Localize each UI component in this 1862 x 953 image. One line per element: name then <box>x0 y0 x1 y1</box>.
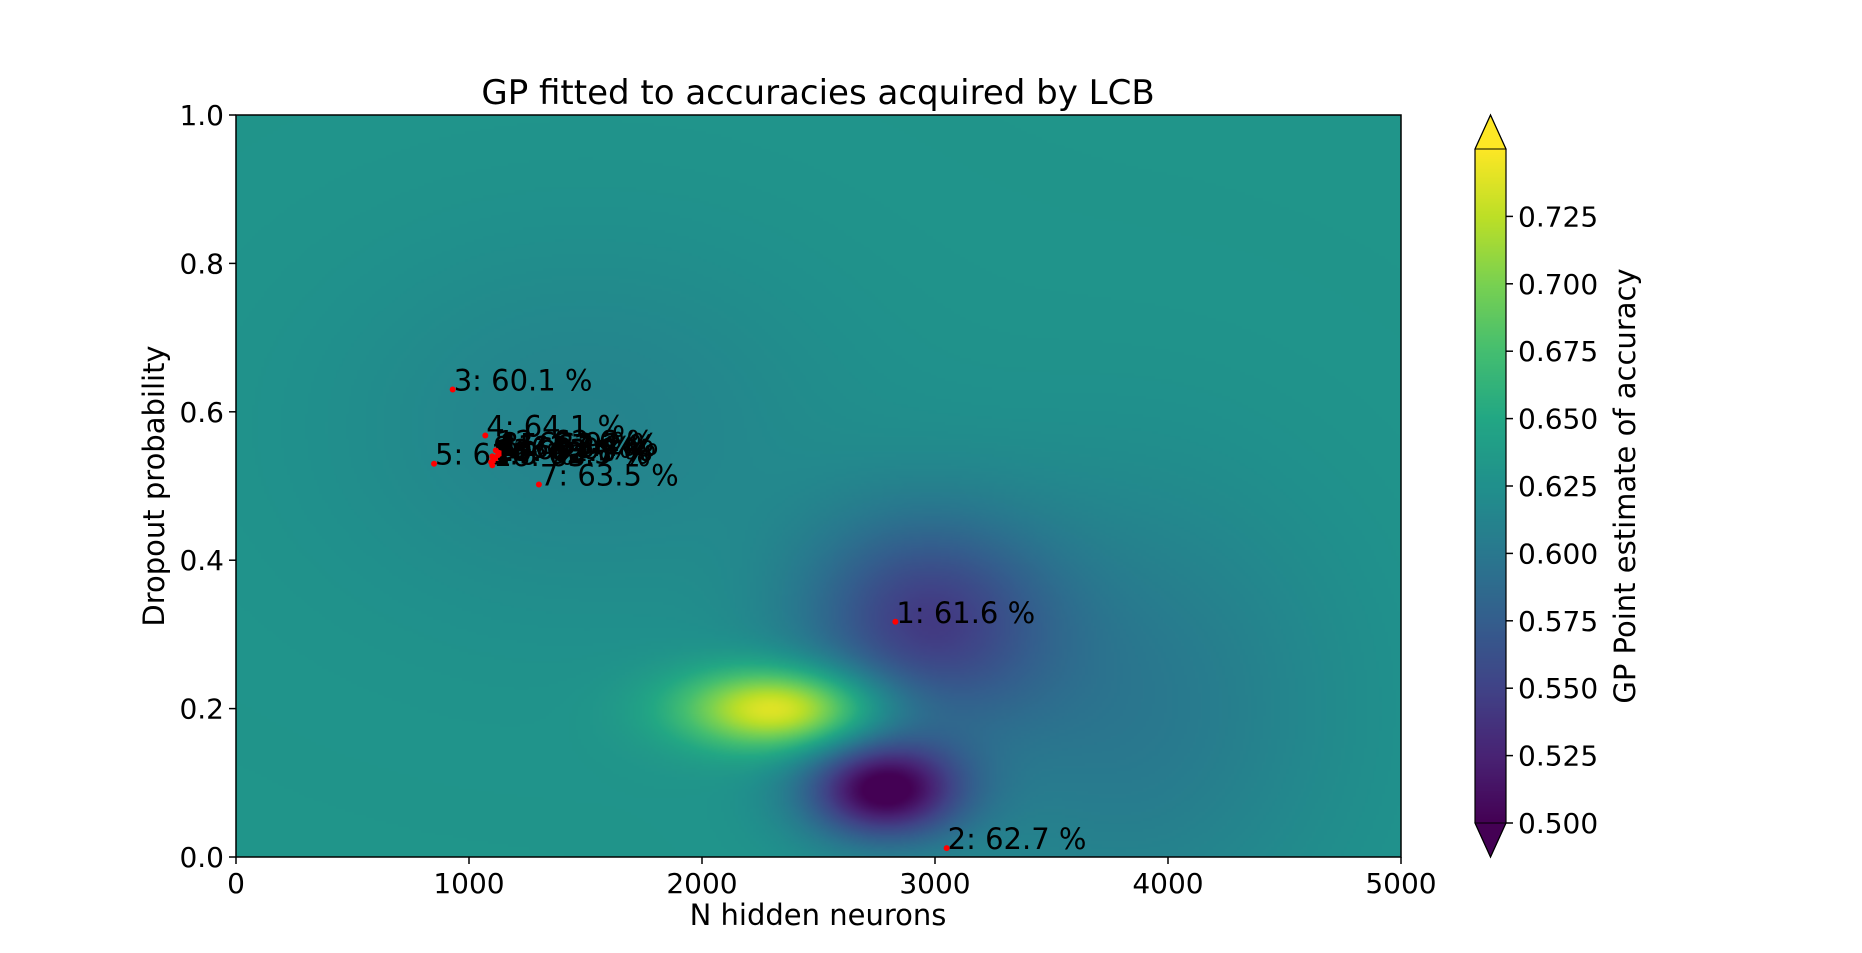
x-axis-ticks: 0 1000 2000 3000 4000 5000 <box>227 857 1437 900</box>
colorbar-upper-extension <box>1474 113 1507 150</box>
colorbar-tick-label: 0.700 <box>1518 268 1598 301</box>
acquired-point-label: 5: 61.6 % <box>435 438 574 472</box>
acquired-point-label: 4: 64.1 % <box>486 410 625 444</box>
y-tick-label: 0.2 <box>179 693 224 726</box>
colorbar-lower-extension <box>1474 822 1507 859</box>
acquired-point-marker <box>482 432 489 439</box>
x-tick-label: 1000 <box>433 867 504 900</box>
plot-frame <box>235 114 1402 858</box>
acquired-point-label: 13: 63.1 % <box>494 433 651 467</box>
colorbar-tick-label: 0.650 <box>1518 403 1598 436</box>
colorbar-tick-label: 0.600 <box>1518 537 1598 570</box>
acquired-point-label: 12: 62.6 % <box>497 424 654 458</box>
colorbar-tick-label: 0.525 <box>1518 740 1598 773</box>
colorbar-tick-label: 0.575 <box>1518 605 1598 638</box>
x-tick-label: 0 <box>227 867 245 900</box>
acquired-point-label: 2: 62.7 % <box>948 822 1087 856</box>
colorbar-tick-label: 0.675 <box>1518 335 1598 368</box>
acquired-point-label: 14: 62.5 % <box>492 436 649 470</box>
colorbar-gradient <box>1475 149 1506 823</box>
acquired-point-label: 3: 60.1 % <box>454 364 593 398</box>
y-axis-label: Dropout probability <box>137 345 171 626</box>
acquired-point-marker <box>492 447 499 454</box>
y-tick-label: 0.4 <box>179 544 224 577</box>
acquired-point-label: 6: 63.0 % <box>498 432 637 466</box>
heatmap-surface <box>236 115 1401 857</box>
colorbar-tick-label: 0.625 <box>1518 470 1598 503</box>
colorbar-tick-label: 0.500 <box>1518 807 1598 840</box>
acquired-point-marker <box>489 462 496 469</box>
acquired-point-marker <box>892 618 899 625</box>
y-tick-label: 0.8 <box>179 247 224 280</box>
y-tick-label: 0.0 <box>179 841 224 874</box>
x-tick-label: 4000 <box>1132 867 1203 900</box>
acquired-point-marker <box>431 460 438 467</box>
chart-title: GP fitted to accuracies acquired by LCB <box>481 73 1154 113</box>
colorbar-ticks: 0.500 0.525 0.550 0.575 0.600 0.625 0.650 0.675… <box>1506 200 1598 840</box>
acquired-point-marker <box>497 450 504 457</box>
x-tick-label: 2000 <box>666 867 737 900</box>
acquired-point-marker <box>449 386 456 393</box>
acquired-point-label: 7: 63.5 % <box>540 459 679 493</box>
acquired-point-label: 11: 63.4 % <box>499 429 656 463</box>
x-tick-label: 5000 <box>1365 867 1436 900</box>
colorbar-tick-label: 0.725 <box>1518 200 1598 233</box>
acquired-point-marker <box>943 845 950 852</box>
acquired-point-label: 16: 63.7 % <box>493 439 650 473</box>
y-axis-ticks: 0.0 0.2 0.4 0.6 0.8 1.0 <box>179 99 236 874</box>
acquired-point-label: 9: 63.3 % <box>493 430 632 464</box>
colorbar-label: GP Point estimate of accuracy <box>1608 268 1642 703</box>
acquired-point-label: 8: 62.9 % <box>500 427 639 461</box>
acquired-point-label: 1: 61.6 % <box>896 596 1035 630</box>
y-tick-label: 0.6 <box>179 396 224 429</box>
x-axis-label: N hidden neurons <box>690 898 947 932</box>
colorbar-tick-label: 0.550 <box>1518 672 1598 705</box>
x-tick-label: 3000 <box>899 867 970 900</box>
y-tick-label: 1.0 <box>179 99 224 132</box>
acquired-point-label: 10: 62.8 % <box>496 434 653 468</box>
acquired-point-label: 15: 63.2 % <box>501 427 658 461</box>
acquired-points: 1: 61.6 % 2: 62.7 % 3: 60.1 % 4: 64.1 %5: 6… <box>431 364 1087 856</box>
acquired-point-marker <box>535 481 542 488</box>
